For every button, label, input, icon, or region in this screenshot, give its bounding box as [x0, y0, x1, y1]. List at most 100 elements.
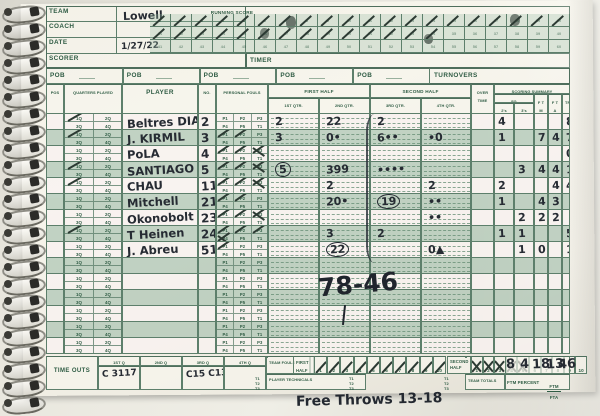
row-pos-cell[interactable]: [46, 162, 64, 178]
quarter-box-2Q[interactable]: 2Q: [94, 226, 121, 234]
row-score-q4[interactable]: 2: [421, 178, 471, 194]
running-score-cell[interactable]: 39: [528, 27, 549, 40]
foul-box-T1[interactable]: T1: [252, 298, 267, 305]
row-player-number[interactable]: [198, 290, 216, 306]
running-score-cell[interactable]: 10: [339, 14, 360, 27]
date-value-cell[interactable]: 1/27/22: [117, 38, 246, 54]
pob-cell-4[interactable]: POB: [276, 68, 354, 84]
row-pos-cell[interactable]: [46, 338, 64, 354]
row-score-q2[interactable]: [319, 210, 370, 226]
row-summary-tp[interactable]: 0: [562, 146, 570, 162]
row-score-q3[interactable]: [370, 338, 421, 354]
row-summary-fta[interactable]: 4: [548, 130, 562, 146]
foul-box-P3[interactable]: P3: [251, 338, 267, 346]
row-player-name[interactable]: [122, 338, 198, 354]
row-summary-ftm[interactable]: 2: [534, 210, 548, 226]
foul-count-first-2[interactable]: 2: [327, 356, 341, 374]
running-score-cell[interactable]: 42: [171, 40, 192, 53]
foul-box-P2[interactable]: P2: [234, 146, 252, 154]
row-over-time[interactable]: [471, 130, 494, 146]
row-personal-fouls[interactable]: P1P2P3P4P5T1T2: [216, 162, 268, 178]
quarter-box-2Q[interactable]: 2Q: [94, 242, 121, 250]
quarter-box-2Q[interactable]: 2Q: [94, 290, 121, 298]
row-quarters-played[interactable]: 1Q 2Q 3Q 4Q: [64, 338, 122, 354]
row-summary-fg3[interactable]: [514, 274, 534, 290]
row-pos-cell[interactable]: [46, 290, 64, 306]
quarter-box-2Q[interactable]: 2Q: [94, 210, 121, 218]
running-score-cell[interactable]: 55: [444, 40, 465, 53]
foul-box-T1[interactable]: T1: [252, 154, 267, 161]
running-score-cell[interactable]: 30: [339, 27, 360, 40]
timeout-value-4[interactable]: [224, 366, 266, 390]
quarter-box-1Q[interactable]: 1Q: [65, 114, 94, 122]
row-summary-fg2[interactable]: [494, 274, 514, 290]
quarter-box-2Q[interactable]: 2Q: [94, 194, 121, 202]
quarter-box-4Q[interactable]: 4Q: [94, 138, 121, 145]
foul-box-P4[interactable]: P4: [217, 232, 235, 241]
quarter-box-3Q[interactable]: 3Q: [65, 202, 94, 209]
foul-box-P4[interactable]: P4: [217, 154, 235, 161]
quarter-box-4Q[interactable]: 4Q: [94, 218, 121, 225]
running-score-cell[interactable]: 19: [528, 14, 549, 27]
foul-box-P2[interactable]: P2: [234, 338, 252, 346]
running-score-cell[interactable]: 25: [234, 27, 255, 40]
row-player-name[interactable]: Okonobolt: [122, 210, 198, 226]
row-summary-tp[interactable]: 5: [562, 226, 570, 242]
row-pos-cell[interactable]: [46, 242, 64, 258]
quarter-box-4Q[interactable]: 4Q: [94, 234, 121, 241]
quarter-box-1Q[interactable]: 1Q: [65, 194, 94, 202]
running-score-cell[interactable]: 20: [549, 14, 570, 27]
row-quarters-played[interactable]: 1Q 2Q 3Q 4Q: [64, 226, 122, 242]
row-over-time[interactable]: [471, 178, 494, 194]
row-personal-fouls[interactable]: P1P2P3P4P5T1T2: [216, 210, 268, 226]
quarter-box-1Q[interactable]: 1Q: [65, 178, 94, 186]
row-summary-fg3[interactable]: 1: [514, 242, 534, 258]
foul-box-T1[interactable]: T1: [252, 202, 267, 209]
row-player-number[interactable]: [198, 338, 216, 354]
quarter-box-2Q[interactable]: 2Q: [94, 162, 121, 170]
row-score-q2[interactable]: [319, 322, 370, 338]
row-score-q3[interactable]: [370, 322, 421, 338]
row-score-q3[interactable]: [370, 274, 421, 290]
row-player-name[interactable]: [122, 274, 198, 290]
row-pos-cell[interactable]: [46, 226, 64, 242]
row-summary-tp[interactable]: [562, 274, 570, 290]
row-quarters-played[interactable]: 1Q 2Q 3Q 4Q: [64, 146, 122, 162]
row-over-time[interactable]: [471, 258, 494, 274]
quarter-box-4Q[interactable]: 4Q: [94, 346, 121, 353]
timeout-value-3[interactable]: C15 C137: [182, 366, 224, 390]
row-score-q4[interactable]: [421, 114, 471, 130]
row-score-q3[interactable]: [370, 242, 421, 258]
running-score-cell[interactable]: 33: [402, 27, 423, 40]
row-summary-fta[interactable]: [548, 274, 562, 290]
row-summary-tp[interactable]: [562, 210, 570, 226]
row-score-q2[interactable]: [319, 274, 370, 290]
foul-box-P2[interactable]: P2: [234, 306, 252, 314]
row-summary-fg3[interactable]: [514, 146, 534, 162]
row-quarters-played[interactable]: 1Q 2Q 3Q 4Q: [64, 114, 122, 130]
foul-box-P1[interactable]: P1: [217, 274, 235, 282]
row-pos-cell[interactable]: [46, 130, 64, 146]
foul-box-P2[interactable]: P2: [234, 114, 252, 122]
running-score-cell[interactable]: 51: [360, 40, 381, 53]
foul-box-T1[interactable]: T1: [252, 170, 267, 177]
row-score-q1[interactable]: [268, 290, 319, 306]
foul-box-P5[interactable]: P5: [234, 186, 252, 193]
quarter-box-2Q[interactable]: 2Q: [94, 306, 121, 314]
row-score-q4[interactable]: [421, 162, 471, 178]
running-score-cell[interactable]: 27: [276, 27, 297, 40]
row-summary-fg2[interactable]: [494, 290, 514, 306]
foul-box-P5[interactable]: P5: [234, 266, 252, 273]
running-score-cell[interactable]: 43: [192, 40, 213, 53]
foul-box-P1[interactable]: P1: [217, 306, 235, 314]
quarter-box-1Q[interactable]: 1Q: [65, 290, 94, 298]
row-summary-fta[interactable]: [548, 146, 562, 162]
foul-box-P1[interactable]: P1: [217, 146, 235, 154]
quarter-box-4Q[interactable]: 4Q: [94, 298, 121, 305]
row-summary-tp[interactable]: 1: [562, 242, 570, 258]
row-quarters-played[interactable]: 1Q 2Q 3Q 4Q: [64, 162, 122, 178]
running-score-cell[interactable]: 41: [150, 40, 171, 53]
quarter-box-2Q[interactable]: 2Q: [94, 178, 121, 186]
row-player-name[interactable]: SANTIAGO: [122, 162, 198, 178]
row-score-q4[interactable]: [421, 290, 471, 306]
